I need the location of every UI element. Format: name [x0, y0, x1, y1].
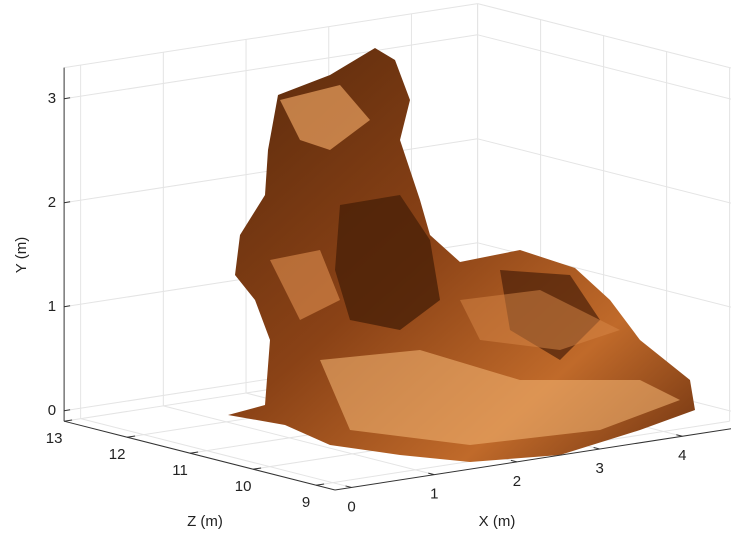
- z-tick-label: 13: [46, 430, 63, 447]
- x-tick: [593, 447, 600, 450]
- z-tick: [127, 435, 136, 438]
- z-tick-label: 11: [172, 462, 188, 479]
- y-tick: [64, 201, 71, 204]
- x-tick: [345, 485, 352, 488]
- z-axis-label: Z (m): [187, 513, 223, 530]
- surface-highlight: [460, 290, 620, 350]
- z-tick: [316, 483, 325, 486]
- grid-line: [477, 34, 731, 100]
- x-tick: [428, 472, 435, 476]
- grid-line: [64, 34, 478, 100]
- surface-highlight: [270, 250, 340, 320]
- y-tick-label: 2: [48, 194, 56, 211]
- y-tick-label: 3: [48, 90, 56, 107]
- y-tick: [64, 97, 71, 100]
- z-axis-line: [63, 420, 336, 491]
- surface-highlight: [320, 350, 680, 445]
- x-tick-label: 2: [513, 473, 521, 490]
- box-edge: [477, 3, 731, 69]
- grid-line: [477, 138, 731, 204]
- surface: [228, 48, 695, 462]
- box-edge: [64, 3, 478, 69]
- z-tick-label: 9: [302, 494, 310, 511]
- z-tick: [190, 451, 199, 454]
- x-axis-label: X (m): [479, 513, 516, 530]
- y-tick: [64, 305, 71, 308]
- z-tick: [64, 419, 73, 422]
- x-tick-label: 0: [347, 498, 355, 515]
- y-tick-label: 0: [48, 402, 56, 419]
- z-tick-label: 10: [235, 478, 252, 495]
- x-tick: [676, 434, 683, 437]
- surface-highlight: [280, 85, 370, 150]
- x-tick-label: 1: [430, 486, 438, 503]
- y-tick-label: 1: [48, 298, 56, 315]
- x-tick-label: 4: [678, 447, 686, 464]
- y-axis-label: Y (m): [13, 237, 30, 273]
- x-tick-label: 3: [595, 460, 603, 477]
- x-axis-line: [334, 428, 731, 491]
- grid-line: [80, 418, 352, 488]
- surface-shadow: [335, 195, 440, 330]
- z-tick: [253, 467, 262, 470]
- z-tick-label: 12: [109, 446, 126, 463]
- y-tick: [64, 409, 71, 412]
- x-tick: [510, 459, 518, 463]
- grid-line: [163, 405, 435, 476]
